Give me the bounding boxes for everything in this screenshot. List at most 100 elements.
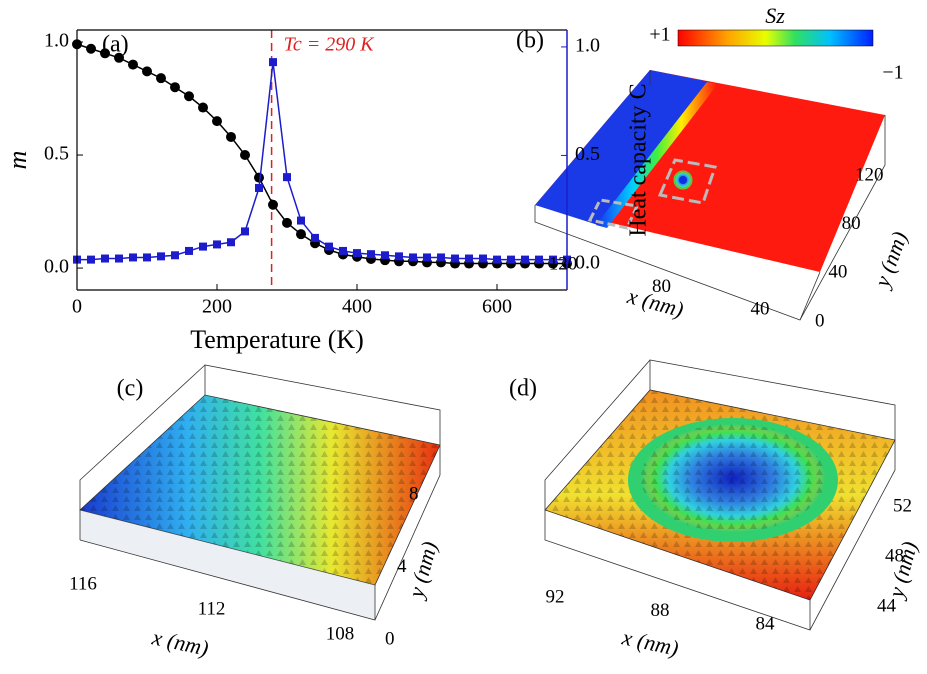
marker <box>212 116 222 127</box>
colorbar-min: −1 <box>882 62 903 84</box>
marker <box>241 227 249 236</box>
marker <box>493 255 501 264</box>
series-line <box>76 43 567 265</box>
marker <box>451 254 459 263</box>
y-tick-label: 48 <box>885 545 904 566</box>
marker <box>296 229 306 240</box>
series-line <box>77 62 567 261</box>
marker <box>268 199 278 210</box>
marker <box>184 91 194 102</box>
marker <box>115 254 123 263</box>
marker <box>171 251 179 260</box>
marker <box>269 58 277 67</box>
colorbar-max: +1 <box>649 24 670 46</box>
y2-tick-label: 0.0 <box>575 252 600 274</box>
colorbar-title: Sz <box>765 3 785 28</box>
x-tick-label: 112 <box>198 598 226 619</box>
y-axis-title: m <box>3 151 32 170</box>
marker <box>521 255 529 264</box>
y-tick-label: 4 <box>397 556 407 577</box>
marker <box>437 253 445 262</box>
marker <box>240 150 250 161</box>
marker <box>367 250 375 259</box>
marker <box>381 251 389 260</box>
marker <box>157 252 165 261</box>
y-tick-label: 0 <box>385 628 395 649</box>
marker <box>479 254 487 263</box>
marker <box>549 255 557 264</box>
y-tick-label: 44 <box>877 595 897 616</box>
marker <box>423 253 431 262</box>
marker <box>325 242 333 251</box>
y-tick-label: 40 <box>828 262 847 283</box>
colorbar <box>677 29 874 47</box>
x-tick-label: 84 <box>756 613 776 634</box>
x-tick-label: 108 <box>326 623 355 644</box>
x-tick-label: 116 <box>69 573 97 594</box>
panel-b-render <box>534 70 886 321</box>
panel-c-render <box>79 364 441 621</box>
marker <box>114 52 124 63</box>
marker <box>142 66 152 77</box>
marker <box>535 255 543 264</box>
marker <box>395 252 403 261</box>
panel-label: (a) <box>102 32 129 58</box>
marker <box>254 172 264 183</box>
marker <box>255 183 263 192</box>
x-axis-title: Temperature (K) <box>190 325 364 354</box>
marker <box>213 240 221 249</box>
marker <box>143 253 151 262</box>
y-tick-label: 1.0 <box>44 30 69 52</box>
annotation: Tc = 290 K <box>284 34 376 56</box>
y-axis-title: y (nm) <box>403 539 442 602</box>
marker <box>185 246 193 255</box>
y-tick-label: 120 <box>855 164 884 185</box>
marker <box>101 254 109 263</box>
x-tick-label: 40 <box>751 298 770 319</box>
y-tick-label: 0.0 <box>44 256 69 278</box>
x-tick-label: 400 <box>342 296 372 318</box>
y-axis-title: y (nm) <box>869 228 913 292</box>
marker <box>282 217 292 228</box>
x-axis-title: x (nm) <box>624 283 686 322</box>
x-tick-label: 120 <box>549 253 578 274</box>
y-tick-label: 80 <box>842 213 861 234</box>
marker <box>86 43 96 54</box>
marker <box>227 238 235 247</box>
marker <box>156 73 166 84</box>
marker <box>129 253 137 262</box>
marker <box>199 242 207 251</box>
x-tick-label: 92 <box>546 586 565 607</box>
y-tick-label: 52 <box>893 495 912 516</box>
x-tick-label: 200 <box>202 296 232 318</box>
marker <box>339 246 347 255</box>
panel-label: (c) <box>117 376 144 402</box>
y2-tick-label: 1.0 <box>575 35 600 57</box>
marker <box>226 131 236 142</box>
x-axis-title: x (nm) <box>619 624 681 660</box>
panel-label: (d) <box>509 376 537 402</box>
marker <box>465 254 473 263</box>
x-tick-label: 0 <box>72 296 82 318</box>
marker <box>100 48 110 59</box>
marker <box>283 173 291 182</box>
marker <box>170 82 180 93</box>
marker <box>353 249 361 258</box>
x-tick-label: 600 <box>482 296 512 318</box>
x-tick-label: 88 <box>651 600 670 621</box>
marker <box>198 102 208 113</box>
marker <box>128 59 138 70</box>
y-tick-label: 0.5 <box>44 143 69 165</box>
marker <box>311 233 319 242</box>
panel-label: (b) <box>516 28 544 54</box>
y-tick-label: 8 <box>409 483 419 504</box>
y2-axis-title: Heat capacity C <box>626 83 652 236</box>
y2-tick-label: 0.5 <box>575 143 600 165</box>
x-tick-label: 80 <box>652 276 671 297</box>
y-tick-label: 0 <box>815 310 825 331</box>
x-axis-title: x (nm) <box>149 624 211 660</box>
marker <box>297 216 305 225</box>
marker <box>409 253 417 262</box>
marker <box>507 255 515 264</box>
